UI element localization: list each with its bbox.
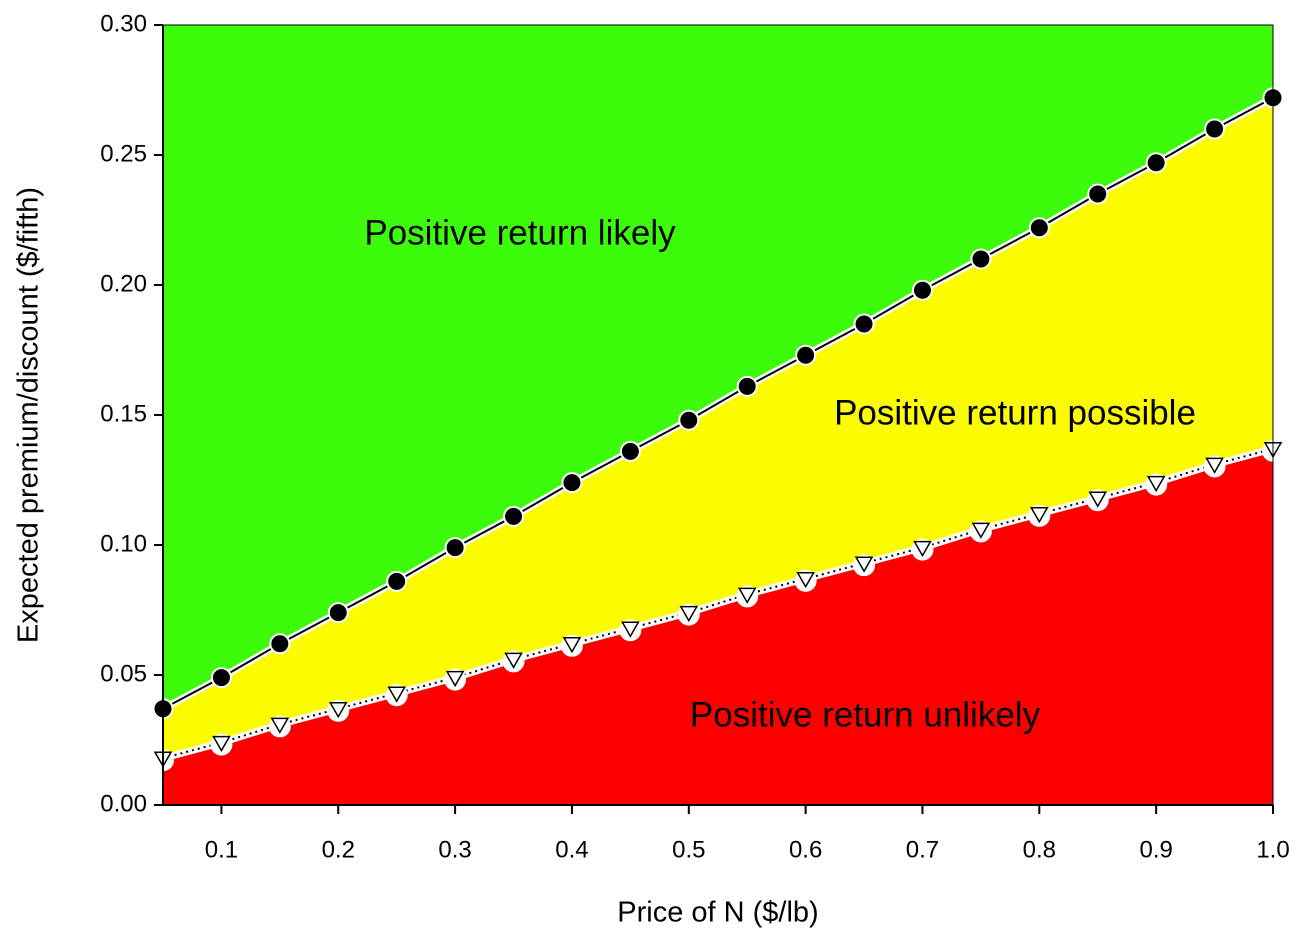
x-axis-title: Price of N ($/lb) bbox=[617, 897, 818, 929]
marker-circle bbox=[911, 279, 933, 301]
region-label: Positive return unlikely bbox=[690, 695, 1041, 734]
marker-circle bbox=[619, 440, 641, 462]
marker-triangle bbox=[854, 556, 874, 573]
marker-triangle bbox=[737, 587, 757, 604]
x-tick-label: 0.2 bbox=[322, 836, 355, 863]
marker-circle bbox=[386, 570, 408, 592]
x-tick-label: 0.4 bbox=[555, 836, 588, 863]
marker-triangle bbox=[679, 605, 699, 623]
marker-triangle bbox=[971, 522, 991, 539]
marker-triangle bbox=[1030, 507, 1049, 524]
y-tick-label: 0.20 bbox=[100, 270, 147, 297]
marker-circle bbox=[561, 472, 583, 494]
marker-triangle bbox=[387, 686, 406, 703]
marker-circle bbox=[444, 537, 466, 559]
y-tick-label: 0.15 bbox=[100, 400, 147, 427]
marker-circle bbox=[210, 667, 232, 689]
marker-circle bbox=[1204, 118, 1226, 140]
marker-triangle bbox=[1205, 457, 1224, 474]
marker-circle bbox=[1028, 217, 1050, 239]
marker-circle bbox=[853, 313, 875, 335]
marker-triangle bbox=[796, 572, 815, 589]
marker-circle bbox=[503, 505, 525, 527]
marker-circle bbox=[1145, 152, 1167, 174]
y-axis-title: Expected premium/discount ($/fifth) bbox=[13, 187, 45, 643]
marker-triangle bbox=[1146, 475, 1166, 493]
x-tick-label: 0.6 bbox=[789, 836, 822, 863]
y-tick-label: 0.30 bbox=[100, 10, 147, 37]
y-tick-label: 0.00 bbox=[100, 790, 147, 817]
marker-triangle bbox=[328, 702, 348, 719]
marker-circle bbox=[269, 633, 291, 655]
marker-circle bbox=[970, 248, 992, 270]
y-tick-label: 0.25 bbox=[100, 140, 147, 167]
marker-triangle bbox=[1088, 491, 1108, 508]
marker-circle bbox=[736, 375, 758, 397]
region-likely bbox=[163, 25, 1273, 709]
y-tick-label: 0.05 bbox=[100, 660, 147, 687]
x-tick-label: 0.5 bbox=[672, 836, 705, 863]
marker-circle bbox=[1087, 183, 1109, 205]
marker-circle bbox=[327, 602, 349, 624]
series-line bbox=[162, 96, 1274, 710]
marker-circle bbox=[795, 344, 817, 366]
marker-triangle bbox=[562, 637, 582, 654]
marker-triangle bbox=[504, 652, 523, 669]
y-tick-label: 0.10 bbox=[100, 530, 147, 557]
x-tick-label: 0.8 bbox=[1023, 836, 1056, 863]
marker-triangle bbox=[270, 717, 290, 734]
x-tick-label: 0.1 bbox=[205, 836, 238, 863]
marker-triangle bbox=[445, 670, 465, 688]
marker-circle bbox=[678, 409, 700, 431]
region-possible bbox=[163, 97, 1273, 759]
x-tick-label: 0.3 bbox=[438, 836, 471, 863]
marker-triangle bbox=[212, 735, 231, 753]
x-tick-label: 0.9 bbox=[1139, 836, 1172, 863]
marker-triangle bbox=[621, 621, 640, 638]
region-unlikely bbox=[163, 448, 1273, 805]
marker-triangle bbox=[913, 540, 932, 558]
x-tick-label: 0.7 bbox=[906, 836, 939, 863]
x-tick-label: 1.0 bbox=[1256, 836, 1289, 863]
region-label: Positive return likely bbox=[364, 213, 676, 252]
region-label: Positive return possible bbox=[834, 393, 1196, 432]
